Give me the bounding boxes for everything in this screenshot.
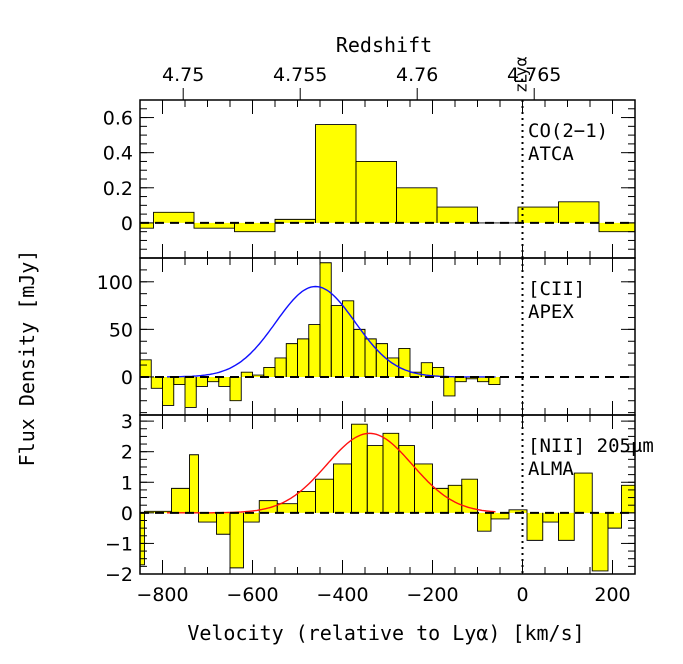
panel-label-line: APEX	[528, 301, 574, 323]
top-axis-ref-label: zLyα	[512, 56, 531, 92]
histogram-fill	[140, 424, 635, 571]
top-axis-tick-label: 4.75	[162, 64, 204, 86]
y-tick-label: 0	[121, 367, 133, 389]
histogram-bin	[607, 512, 622, 529]
histogram-bin	[477, 512, 492, 532]
histogram-bin	[398, 347, 411, 377]
histogram-bin	[508, 509, 528, 513]
panel-1: 0 0.2 0.4 0.6 CO(2−1)ATCA	[103, 99, 636, 259]
y-tick-label: −1	[105, 533, 133, 555]
histogram-bin	[591, 512, 609, 572]
y-tick-label: 50	[109, 319, 133, 341]
y-tick-label: 0.6	[103, 108, 133, 130]
panel-2: 0 50 100 [CII]APEX	[97, 257, 636, 416]
y-tick-label: 0	[121, 503, 133, 525]
top-axis-tick-label: 4.76	[396, 64, 438, 86]
panel-label-line: CO(2−1)	[528, 120, 608, 142]
histogram-bin	[558, 512, 575, 541]
y-tick-label: 0.4	[103, 143, 133, 165]
histogram-bin	[573, 472, 593, 513]
panel-label-line: ATCA	[528, 143, 574, 165]
panel-label-line: [CII]	[528, 278, 585, 300]
x-tick-label: −400	[316, 584, 368, 606]
histogram-bin	[488, 376, 501, 386]
histogram-bin	[229, 512, 244, 569]
histogram-bin	[526, 512, 544, 541]
y-tick-label: 100	[97, 272, 133, 294]
y-tick-label: 3	[121, 411, 133, 433]
y-tick-label: 0.2	[103, 178, 133, 200]
panel-label-line: ALMA	[528, 458, 574, 480]
histogram-bin	[490, 512, 510, 520]
histogram-bin	[454, 376, 467, 383]
histogram-bin	[189, 454, 199, 513]
histogram-bin	[153, 211, 195, 223]
top-axis-tick-label: 4.755	[273, 64, 327, 86]
histogram-bin	[240, 371, 253, 377]
y-tick-label: 0	[121, 213, 133, 235]
top-axis-label: Redshift	[336, 33, 432, 57]
histogram-bin	[162, 376, 175, 406]
panel-label-line: [NII] 205μm	[528, 435, 654, 457]
histogram-fill	[140, 124, 635, 232]
histogram-bin	[461, 478, 478, 513]
histogram-bin	[229, 376, 242, 402]
y-tick-label: 2	[121, 442, 133, 464]
panel-frame	[139, 414, 636, 575]
x-tick-label: 200	[594, 584, 630, 606]
x-tick-label: −600	[226, 584, 278, 606]
histogram-bin	[234, 222, 276, 233]
y-tick-label: −2	[105, 564, 133, 586]
histogram-bin	[396, 187, 438, 223]
histogram-bin	[243, 512, 260, 523]
y-axis-label: Flux Density [mJy]	[15, 250, 39, 467]
x-tick-label: −200	[406, 584, 458, 606]
histogram-bin	[558, 201, 600, 223]
x-axis-label: Velocity (relative to Lyα) [km/s]	[187, 621, 584, 645]
histogram-bin	[184, 376, 197, 408]
top-axis-tick-label: 4.765	[507, 64, 561, 86]
x-tick-label: −800	[136, 584, 188, 606]
histogram-bin	[436, 206, 478, 223]
y-tick-label: 1	[121, 472, 133, 494]
x-tick-label: 0	[516, 584, 528, 606]
histogram-bin	[443, 376, 456, 397]
histogram-bin	[432, 366, 445, 377]
